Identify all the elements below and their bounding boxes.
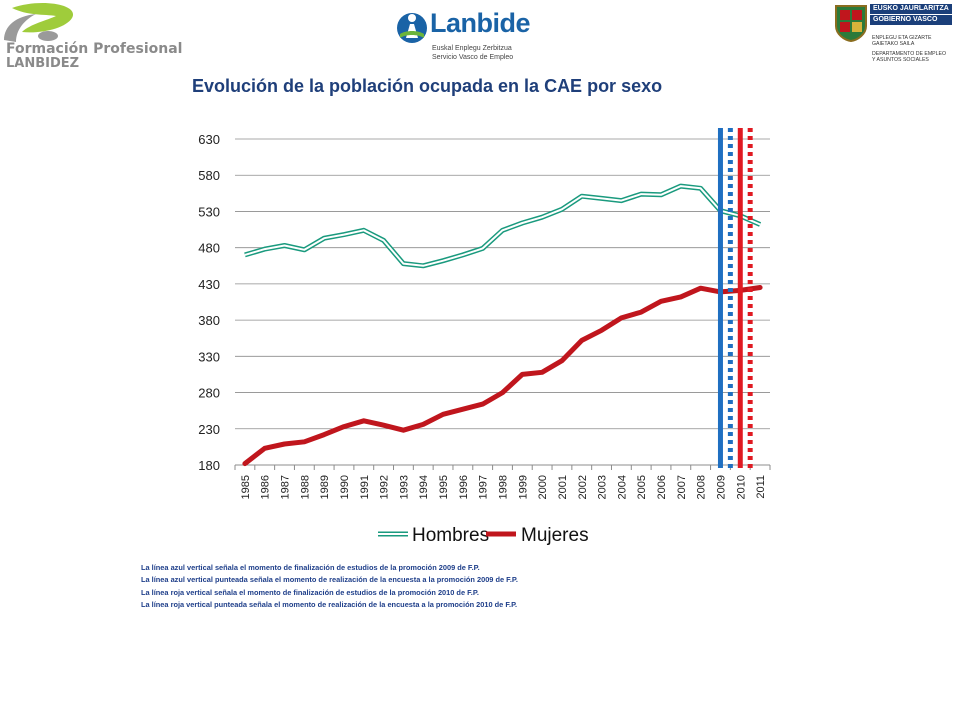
formacion-logo-line2: LANBIDEZ xyxy=(6,56,80,71)
legend-label-mujeres: Mujeres xyxy=(521,525,589,546)
x-tick-label: 2011 xyxy=(755,475,767,499)
gobierno-dept-1b: GAIETAKO SAILA xyxy=(872,41,915,47)
gobierno-band-2: GOBIERNO VASCO xyxy=(870,15,952,25)
note-blue-dotted: La línea azul vertical punteada señala e… xyxy=(141,575,518,585)
x-tick-label: 2010 xyxy=(735,475,747,499)
y-tick-label: 380 xyxy=(198,313,220,328)
x-tick-label: 1991 xyxy=(359,475,371,499)
formacion-profesional-logo: Formación Profesional LANBIDEZ xyxy=(0,0,183,75)
gobierno-vasco-logo: EUSKO JAURLARITZA GOBIERNO VASCO ENPLEGU… xyxy=(830,2,958,72)
lanbide-logo-sub1: Euskal Enplegu Zerbitzua xyxy=(432,45,512,52)
y-tick-label: 180 xyxy=(198,458,220,473)
gobierno-dept-2b: Y ASUNTOS SOCIALES xyxy=(872,57,929,63)
x-tick-label: 1989 xyxy=(319,475,331,499)
series-line-mujeres xyxy=(242,285,763,467)
marker-layer xyxy=(717,128,753,468)
lanbide-logo: Lanbide Euskal Enplegu Zerbitzua Servici… xyxy=(396,4,556,64)
formacion-logo-line1: Formación Profesional xyxy=(6,41,183,57)
series-line-hombres xyxy=(244,183,762,269)
x-tick-label: 1987 xyxy=(280,475,292,499)
lanbide-logo-sub2: Servicio Vasco de Empleo xyxy=(432,54,514,61)
x-tick-label: 1988 xyxy=(299,475,311,499)
chart-title: Evolución de la población ocupada en la … xyxy=(192,76,663,96)
y-tick-label: 230 xyxy=(198,422,220,437)
x-tick-label: 1992 xyxy=(379,475,391,499)
coat-of-arms-icon xyxy=(835,5,867,42)
x-tick-label: 1995 xyxy=(438,475,450,499)
legend-label-hombres: Hombres xyxy=(412,525,489,546)
x-tick-label: 2006 xyxy=(656,475,668,499)
note-red-solid: La línea roja vertical señala el momento… xyxy=(141,587,479,597)
x-tick-label: 2002 xyxy=(577,475,589,499)
x-tick-label: 1997 xyxy=(478,475,490,499)
x-tick-label: 2003 xyxy=(597,475,609,499)
series-line-inner-hombres xyxy=(244,185,761,267)
y-tick-label: 330 xyxy=(198,349,220,364)
legend: Hombres Mujeres xyxy=(378,525,589,546)
note-blue-solid: La línea azul vertical señala el momento… xyxy=(141,563,480,572)
x-tick-label: 1990 xyxy=(339,475,351,499)
x-tick-label: 1986 xyxy=(260,475,272,499)
formacion-logo-icon xyxy=(4,3,74,42)
y-tick-label: 480 xyxy=(198,241,220,256)
gobierno-band-1: EUSKO JAURLARITZA xyxy=(870,4,952,14)
x-tick-label: 2001 xyxy=(557,475,569,499)
chart-notes: La línea azul vertical señala el momento… xyxy=(141,562,518,611)
x-tick-label: 1993 xyxy=(398,475,410,499)
x-tick-label: 1985 xyxy=(240,475,252,499)
x-tick-label: 2005 xyxy=(636,475,648,499)
x-tick-label: 1998 xyxy=(498,475,510,499)
axis-layer: 630 580 530 480 430 380 330 280 230 180 1985 1986 19… xyxy=(198,132,771,499)
y-tick-label: 530 xyxy=(198,204,220,219)
series-layer xyxy=(242,183,763,467)
y-tick-label: 280 xyxy=(198,386,220,401)
x-tick-label: 1996 xyxy=(458,475,470,499)
gobierno-dept-1a: ENPLEGU ETA GIZARTE xyxy=(872,35,932,41)
x-tick-label: 2004 xyxy=(616,475,628,499)
y-tick-label: 630 xyxy=(198,132,220,147)
y-tick-label: 580 xyxy=(198,168,220,183)
x-tick-label: 1999 xyxy=(517,475,529,499)
gobierno-dept-2a: DEPARTAMENTO DE EMPLEO xyxy=(872,51,946,57)
note-red-dotted: La línea roja vertical punteada señala e… xyxy=(141,599,518,609)
lanbide-logo-brand: Lanbide xyxy=(430,8,531,38)
lanbide-logo-icon xyxy=(397,13,427,43)
y-tick-label: 430 xyxy=(198,277,220,292)
x-tick-label: 2009 xyxy=(715,475,727,499)
x-tick-label: 1994 xyxy=(418,475,430,499)
x-tick-label: 2008 xyxy=(696,475,708,499)
x-tick-label: 2000 xyxy=(537,475,549,499)
x-tick-label: 2007 xyxy=(676,475,688,499)
